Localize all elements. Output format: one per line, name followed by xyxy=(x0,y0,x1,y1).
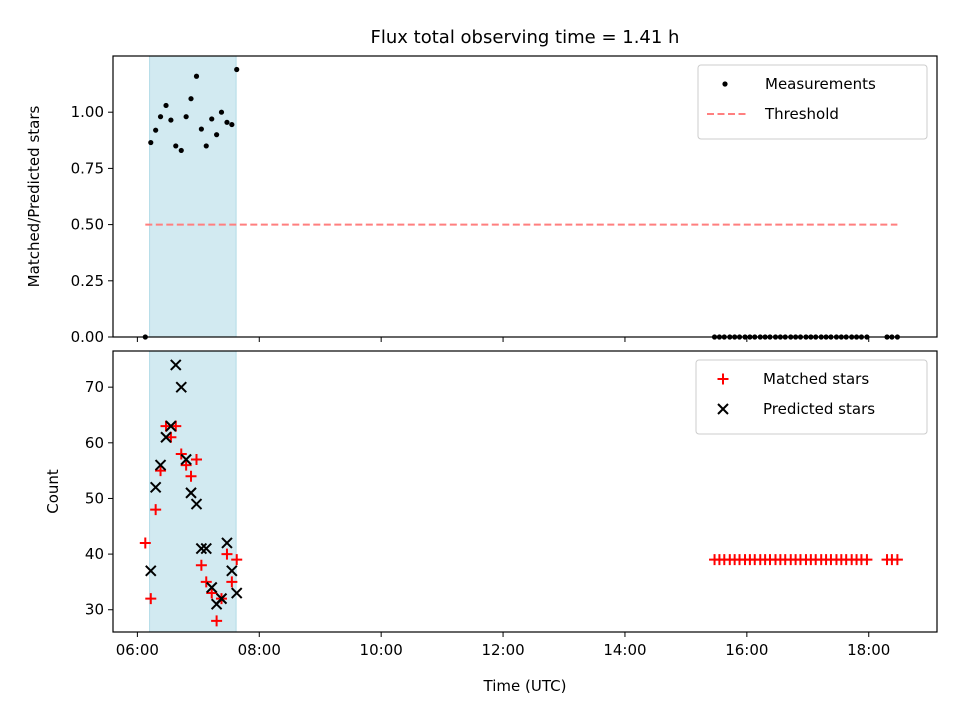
ratio-ytick-label: 0.00 xyxy=(71,328,104,346)
predicted-stars-legend-point xyxy=(717,403,729,415)
measurements-point xyxy=(188,96,194,102)
ratio-panel: 0.00 0.25 0.50 0.75 1.00 Matched/Predicted st… xyxy=(25,55,938,346)
ratio-legend: Measurements Threshold xyxy=(697,64,928,140)
measurements-legend-label: Measurements xyxy=(765,75,876,93)
matched-stars-point xyxy=(190,454,202,466)
counts-ytick-label: 70 xyxy=(85,378,104,396)
matched-stars-point xyxy=(211,615,223,627)
counts-xtick-label: 18:00 xyxy=(847,641,890,659)
measurements-point xyxy=(168,117,174,123)
matched-stars-point xyxy=(180,459,192,471)
chart-title: Flux total observing time = 1.41 h xyxy=(371,27,680,48)
predicted-stars-point xyxy=(160,431,172,443)
ratio-ytick-label: 0.25 xyxy=(71,272,104,290)
measurements-point xyxy=(163,102,169,109)
predicted-stars-point xyxy=(190,498,203,510)
predicted-stars-point xyxy=(180,453,192,466)
measurements-series xyxy=(142,66,900,340)
predicted-stars-point xyxy=(154,459,167,471)
counts-legend: Matched stars Predicted stars xyxy=(695,359,928,435)
count-panel: 30 40 50 60 70 06:00 08:00 10:00 12:00 14:00 16:00… xyxy=(44,350,938,695)
counts-ytick-label: 30 xyxy=(85,601,104,619)
matched-stars-point xyxy=(185,470,197,482)
threshold-legend-label: Threshold xyxy=(764,105,839,123)
measurements-point xyxy=(203,143,209,149)
measurements-point xyxy=(218,109,225,115)
predicted-stars-series xyxy=(145,359,243,610)
matched-stars-point xyxy=(226,576,238,588)
predicted-stars-point xyxy=(231,587,243,599)
measurements-point xyxy=(198,126,204,132)
counts-ytick-label: 60 xyxy=(85,434,104,452)
counts-xtick-label: 12:00 xyxy=(481,641,524,659)
matched-stars-point xyxy=(155,465,167,477)
matched-stars-legend-handle xyxy=(717,373,729,385)
matched-stars-legend-label: Matched stars xyxy=(763,370,869,388)
matched-stars-point xyxy=(231,554,243,566)
measurements-point xyxy=(214,132,220,138)
measurements-point xyxy=(178,147,184,154)
matched-stars-legend-point xyxy=(717,373,729,385)
ratio-ytick-label: 0.50 xyxy=(71,216,104,234)
predicted-stars-legend-label: Predicted stars xyxy=(763,400,875,418)
matched-stars-point xyxy=(145,593,157,605)
counts-legend-box xyxy=(695,359,928,435)
matched-stars-point xyxy=(150,504,162,516)
counts-xtick-label: 10:00 xyxy=(360,641,403,659)
measurements-point xyxy=(193,73,200,79)
counts-y-axis-title: Count xyxy=(44,469,62,514)
counts-xtick-label: 16:00 xyxy=(725,641,768,659)
predicted-stars-point xyxy=(215,592,228,605)
measurements-legend-handle xyxy=(722,81,728,87)
matched-stars-point xyxy=(139,537,151,549)
ratio-axes-frame xyxy=(112,55,938,338)
predicted-stars-point xyxy=(206,581,218,594)
predicted-stars-point xyxy=(195,542,208,555)
measurements-point xyxy=(209,116,215,122)
predicted-stars-point xyxy=(170,359,182,371)
predicted-stars-point xyxy=(221,537,233,549)
matched-stars-point xyxy=(175,448,187,460)
predicted-stars-point xyxy=(165,420,177,432)
ratio-ytick-label: 1.00 xyxy=(71,103,104,121)
matched-stars-point xyxy=(891,554,903,566)
matched-stars-point xyxy=(221,548,233,560)
ratio-y-axis-title: Matched/Predicted stars xyxy=(25,106,43,288)
matched-stars-point xyxy=(861,554,873,566)
matched-stars-point xyxy=(200,576,212,588)
counts-ytick-label: 40 xyxy=(85,545,104,563)
counts-xtick-label: 14:00 xyxy=(603,641,646,659)
predicted-stars-point xyxy=(226,565,238,577)
counts-xtick-label: 06:00 xyxy=(116,641,159,659)
matched-stars-point xyxy=(195,559,207,571)
predicted-stars-point xyxy=(200,542,212,555)
predicted-stars-point xyxy=(145,565,157,577)
measurements-point xyxy=(229,121,235,128)
measurements-point xyxy=(157,114,164,120)
measurements-point xyxy=(148,139,154,146)
predicted-stars-point xyxy=(175,381,187,393)
counts-x-axis-title: Time (UTC) xyxy=(483,677,567,695)
measurements-legend-point xyxy=(722,81,728,87)
measurements-point xyxy=(183,114,189,120)
measurements-point xyxy=(234,66,240,73)
predicted-stars-point xyxy=(149,481,162,494)
measurements-point xyxy=(224,119,230,125)
matched-stars-point xyxy=(206,587,218,599)
measurements-point xyxy=(153,127,159,133)
predicted-stars-legend-handle xyxy=(717,403,729,415)
counts-ytick-label: 50 xyxy=(85,489,104,507)
counts-axes-frame xyxy=(112,350,938,633)
ratio-legend-box xyxy=(697,64,928,140)
ratio-ytick-label: 0.75 xyxy=(71,159,104,177)
matched-stars-series xyxy=(139,420,903,627)
counts-xtick-label: 08:00 xyxy=(238,641,281,659)
predicted-stars-point xyxy=(185,487,197,499)
measurements-point xyxy=(173,143,179,149)
